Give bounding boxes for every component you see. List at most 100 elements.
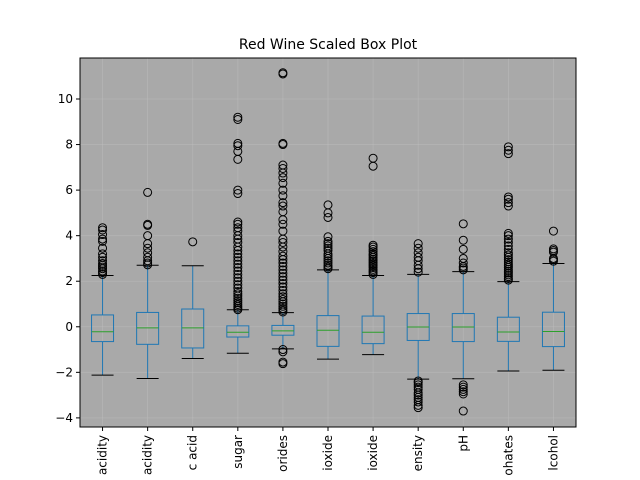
box-8 — [406, 273, 430, 380]
box-4 — [226, 309, 250, 354]
outlier-point — [233, 276, 243, 286]
outlier-point — [458, 258, 468, 268]
outlier-point — [413, 380, 423, 390]
box-2 — [136, 264, 160, 379]
outlier-point — [278, 238, 288, 247]
outlier-point — [458, 384, 468, 394]
y-tick-label: 10 — [58, 92, 73, 106]
outlier-point — [278, 226, 288, 236]
outlier-point — [323, 241, 333, 251]
outlier-point — [278, 198, 288, 208]
outlier-point — [233, 273, 243, 283]
x-tick-label: c acid — [186, 435, 200, 470]
outlier-point — [458, 244, 468, 254]
outlier-point — [458, 389, 468, 399]
outlier-point — [458, 253, 468, 263]
outlier-point — [278, 289, 288, 299]
outlier-point — [413, 252, 423, 262]
outlier-point — [503, 201, 513, 211]
outlier-point — [323, 245, 333, 255]
outlier-point — [503, 149, 513, 159]
outlier-point — [413, 239, 423, 249]
outlier-point — [413, 248, 423, 258]
outlier-point — [233, 138, 243, 148]
x-tick-label: ioxide — [366, 435, 380, 471]
iqr-box — [181, 308, 205, 349]
outlier-point — [233, 283, 243, 293]
outlier-point — [503, 231, 513, 241]
outlier-point — [233, 296, 243, 306]
outlier-point — [278, 163, 288, 173]
box-6 — [316, 269, 340, 360]
outlier-point — [278, 265, 288, 275]
outlier-point — [323, 260, 333, 270]
outlier-point — [458, 235, 468, 245]
outlier-point — [143, 248, 153, 258]
outlier-point — [278, 345, 288, 355]
x-tick-label: pH — [456, 435, 470, 452]
outlier-point — [278, 258, 288, 268]
outlier-point — [413, 395, 423, 405]
box-9 — [451, 271, 475, 380]
x-tick-label: acidity — [141, 435, 155, 475]
iqr-box — [451, 313, 475, 343]
box-series — [91, 262, 565, 380]
outlier-point — [278, 268, 288, 278]
outlier-point — [278, 275, 288, 285]
outlier-point — [278, 261, 288, 271]
y-tick-label: −2 — [55, 365, 73, 379]
iqr-box — [496, 316, 520, 342]
y-tick-label: −4 — [55, 411, 73, 425]
outlier-point — [278, 207, 288, 217]
outlier-point — [413, 382, 423, 392]
outlier-point — [323, 243, 333, 253]
iqr-box — [226, 325, 250, 338]
outlier-point — [278, 282, 288, 292]
iqr-box — [361, 315, 385, 345]
outlier-point — [233, 219, 243, 229]
iqr-box — [271, 324, 295, 336]
outlier-point — [143, 231, 153, 241]
box-7 — [361, 275, 385, 356]
axes: −4 −2 0 2 4 6 8 10 acidity acidity c acid sugar orid… — [55, 92, 560, 476]
outlier-point — [323, 256, 333, 266]
outlier-point — [368, 247, 378, 257]
outlier-point — [278, 272, 288, 282]
y-tick-label: 8 — [65, 138, 73, 152]
outlier-point — [413, 376, 423, 386]
outlier-point — [278, 347, 288, 357]
outlier-point — [323, 232, 333, 242]
outlier-point — [278, 299, 288, 309]
outlier-point — [278, 285, 288, 295]
outlier-point — [233, 293, 243, 303]
box-11 — [541, 262, 565, 371]
x-tick-label: sugar — [231, 435, 245, 469]
outlier-point — [233, 249, 243, 259]
outlier-point — [233, 252, 243, 262]
outlier-point — [503, 145, 513, 155]
y-tick-label: 0 — [65, 320, 73, 334]
x-tick-label: acidity — [96, 435, 110, 475]
outlier-point — [233, 226, 243, 236]
x-tick-label: ioxide — [321, 435, 335, 471]
outlier-point — [503, 248, 513, 258]
outlier-point — [233, 112, 243, 122]
outlier-point — [278, 178, 288, 188]
outlier-point — [278, 292, 288, 302]
outlier-point — [98, 256, 108, 266]
outlier-point — [233, 185, 243, 195]
y-tick-label: 6 — [65, 183, 73, 197]
outlier-point — [323, 239, 333, 249]
outlier-point — [98, 234, 108, 244]
outlier-point — [233, 115, 243, 124]
outlier-point — [98, 223, 108, 233]
outlier-point — [278, 279, 288, 288]
outlier-point — [278, 191, 288, 201]
outlier-point — [98, 243, 108, 253]
iqr-box — [316, 315, 340, 347]
outlier-point — [368, 240, 378, 250]
outlier-point — [323, 258, 333, 268]
outlier-point — [98, 236, 108, 246]
x-tick-label: ohates — [501, 435, 515, 476]
